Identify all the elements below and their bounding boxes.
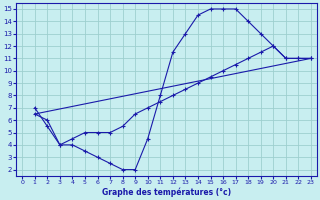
X-axis label: Graphe des températures (°c): Graphe des températures (°c) [102,188,231,197]
